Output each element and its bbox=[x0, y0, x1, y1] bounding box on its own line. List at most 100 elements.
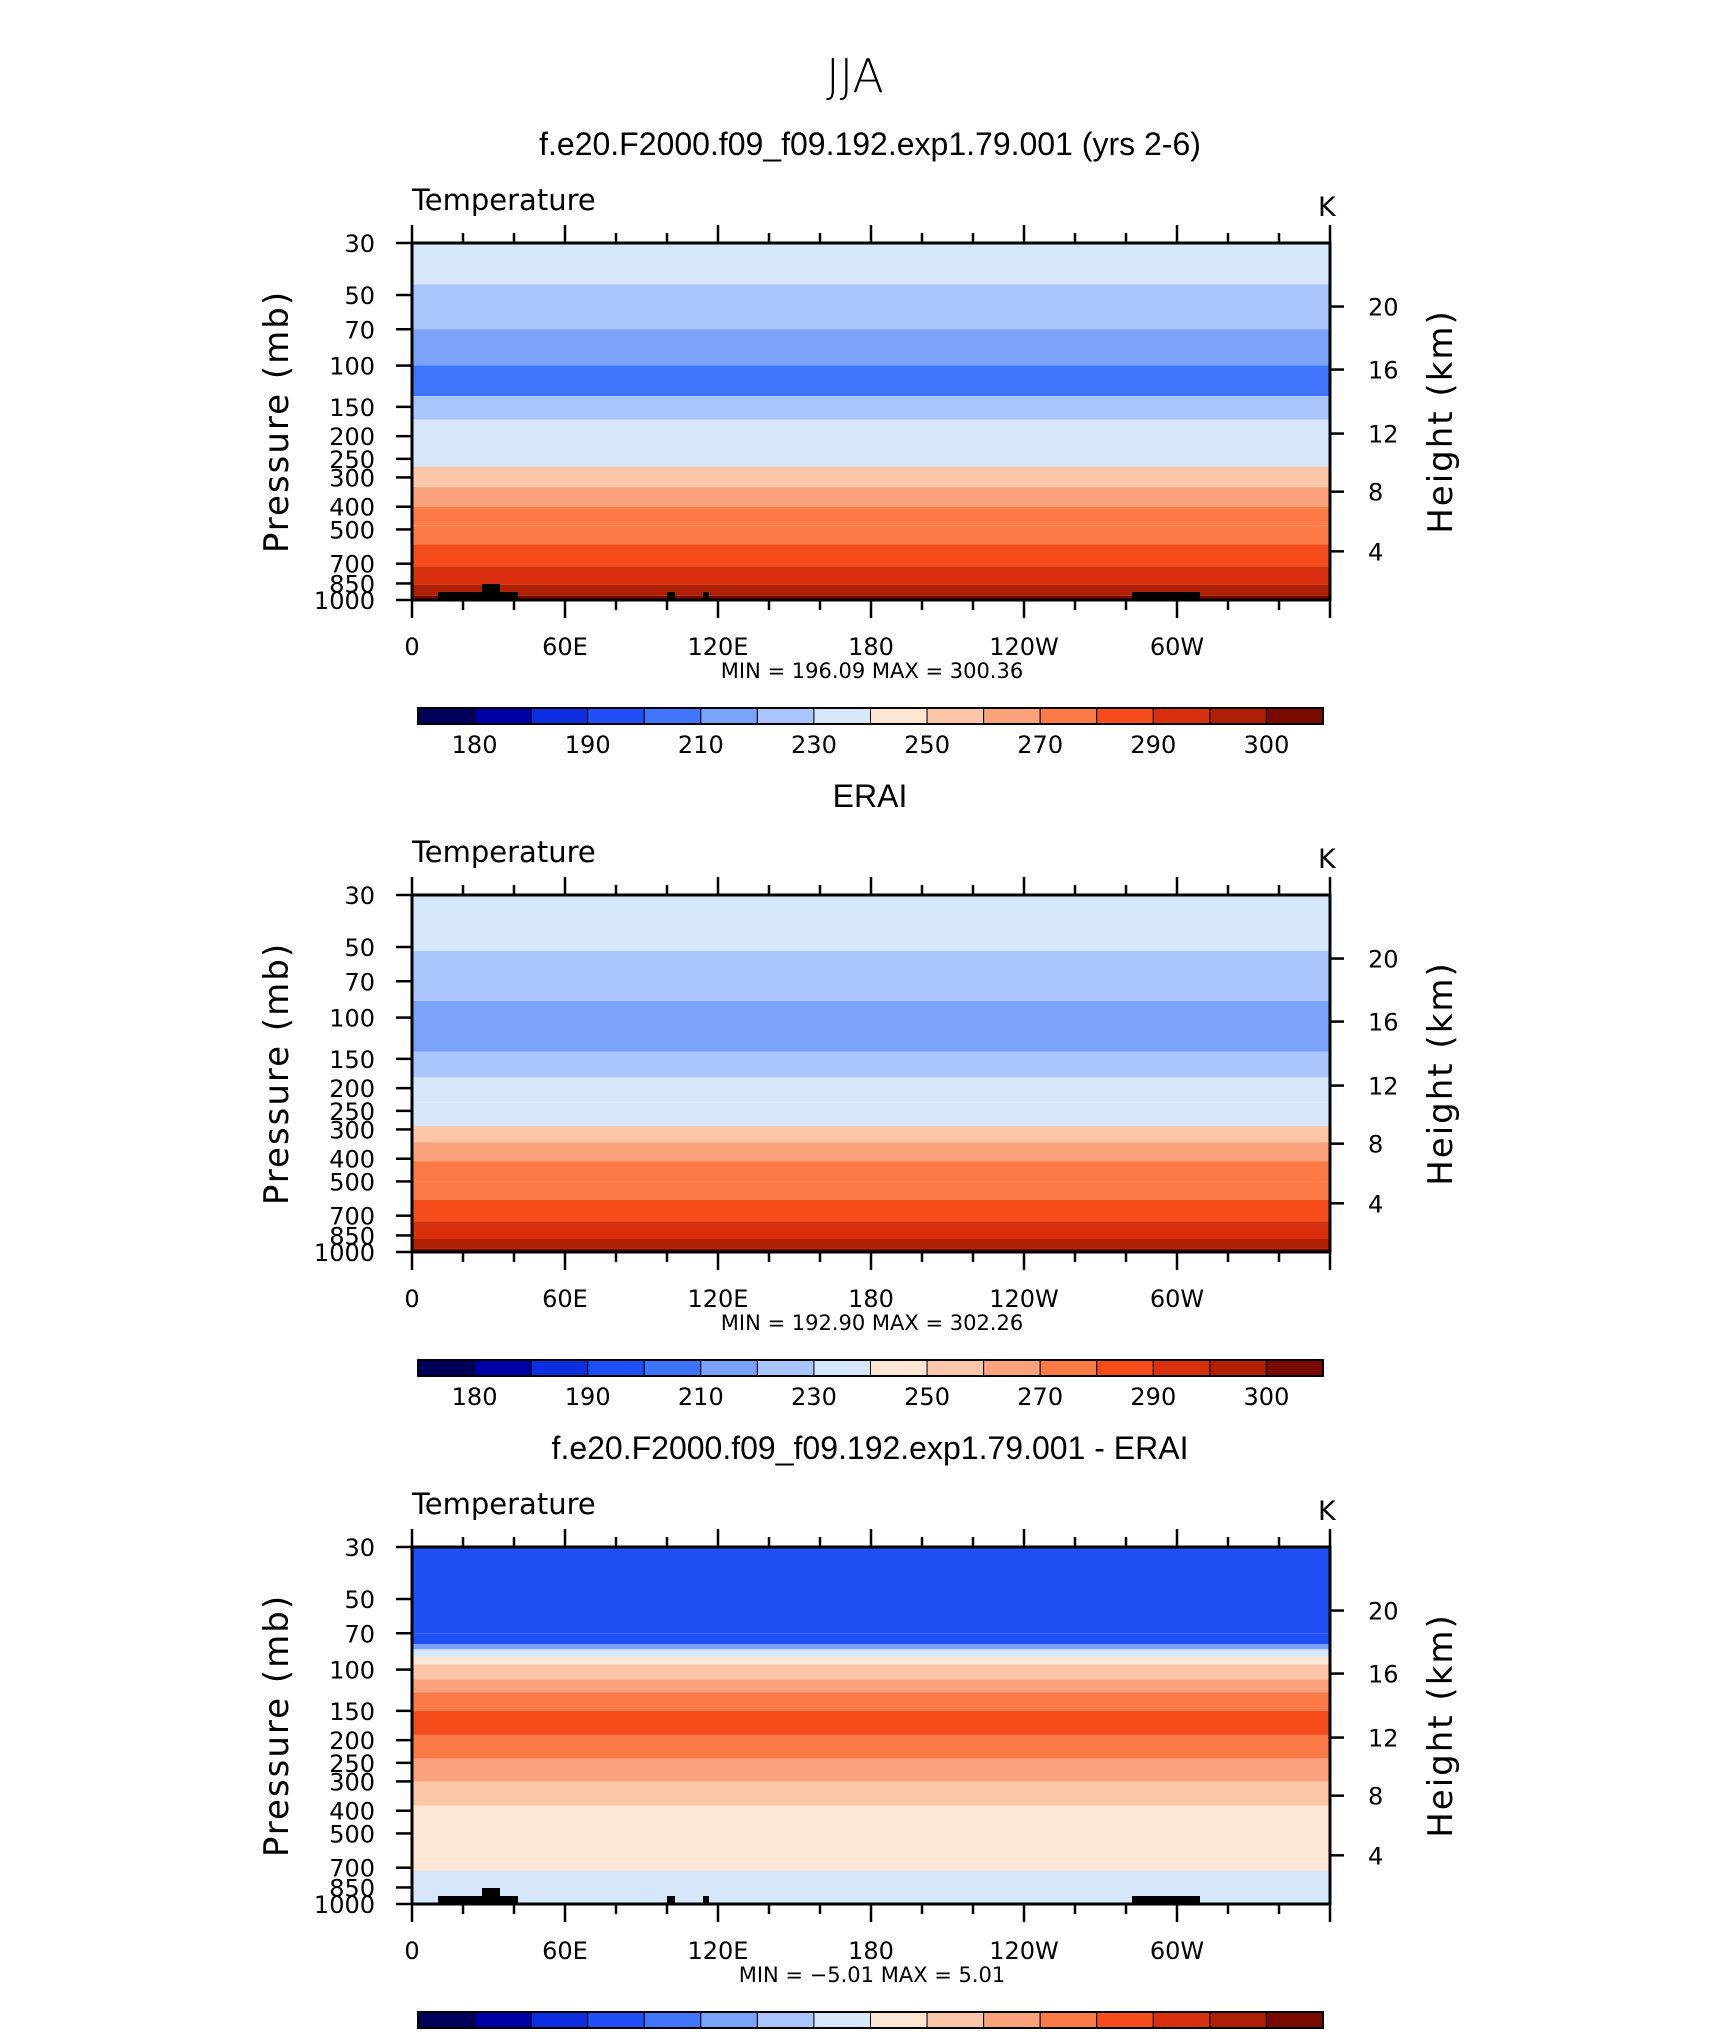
colorbar-swatch bbox=[587, 2011, 645, 2029]
figure-title: JJA bbox=[826, 49, 884, 103]
x-tick-label: 180 bbox=[848, 633, 894, 661]
contour-band bbox=[412, 1805, 1330, 1861]
terrain-mask bbox=[703, 1896, 709, 1904]
contour-band bbox=[412, 595, 1330, 600]
y-tick-label: 400 bbox=[329, 494, 375, 522]
colorbar-swatch bbox=[1209, 707, 1267, 725]
panel-title: ERAI bbox=[833, 778, 908, 814]
contour-band bbox=[412, 1181, 1330, 1200]
x-tick-label: 60E bbox=[542, 1937, 588, 1965]
y-tick-label: 50 bbox=[344, 934, 375, 962]
colorbar-swatch bbox=[417, 1359, 476, 1377]
contour-band bbox=[412, 1238, 1330, 1249]
y-tick-label: 100 bbox=[329, 1005, 375, 1033]
y-tick-label: 70 bbox=[344, 316, 375, 344]
y-axis-title-right: Height (km) bbox=[1421, 309, 1461, 534]
colorbar-label: −3 bbox=[683, 2035, 718, 2038]
y-tick-right-label: 4 bbox=[1368, 538, 1383, 566]
x-tick-label: 180 bbox=[848, 1285, 894, 1313]
contour-band bbox=[412, 895, 1330, 951]
terrain-mask bbox=[500, 592, 518, 600]
x-tick-label: 120E bbox=[688, 1285, 749, 1313]
colorbar-swatch bbox=[983, 707, 1041, 725]
x-tick-label: 0 bbox=[404, 1285, 419, 1313]
colorbar-label: 0 bbox=[863, 2035, 878, 2038]
contour-band bbox=[412, 1547, 1330, 1634]
contour-band bbox=[412, 566, 1330, 585]
contour-band bbox=[412, 1051, 1330, 1078]
colorbar-swatch bbox=[1209, 1359, 1267, 1377]
colorbar-swatch bbox=[417, 2011, 476, 2029]
y-tick-right-label: 4 bbox=[1368, 1190, 1383, 1218]
y-tick-label: 200 bbox=[329, 423, 375, 451]
colorbar-swatch bbox=[1152, 707, 1211, 725]
colorbar-swatch bbox=[700, 1359, 758, 1377]
y-tick-label: 30 bbox=[344, 1534, 375, 1562]
x-tick-label: 180 bbox=[848, 1937, 894, 1965]
colorbar-swatch bbox=[926, 2011, 985, 2029]
colorbar-frame bbox=[417, 707, 1324, 725]
y-tick-label: 250 bbox=[329, 446, 375, 474]
colorbar-swatch bbox=[813, 707, 871, 725]
colorbar-swatch bbox=[530, 2011, 589, 2029]
min-max-stats: MIN = 192.90 MAX = 302.26 bbox=[721, 1311, 1023, 1335]
y-tick-label: 850 bbox=[329, 1874, 375, 1902]
colorbar-label: 230 bbox=[791, 731, 837, 759]
colorbar-label: 300 bbox=[1244, 1383, 1290, 1411]
colorbar-label: −2 bbox=[740, 2035, 775, 2038]
y-tick-label: 150 bbox=[329, 1698, 375, 1726]
colorbar-swatch bbox=[983, 2011, 1041, 2029]
y-tick-label: 700 bbox=[329, 1855, 375, 1883]
colorbar-swatch bbox=[926, 707, 985, 725]
terrain-mask bbox=[667, 1896, 675, 1904]
contour-band bbox=[412, 1734, 1330, 1759]
contour-band bbox=[412, 243, 1330, 285]
panel-title: f.e20.F2000.f09_f09.192.exp1.79.001 (yrs… bbox=[539, 126, 1201, 162]
colorbar-swatch bbox=[474, 1359, 532, 1377]
y-tick-label: 50 bbox=[344, 1586, 375, 1614]
colorbar-label: 5 bbox=[1146, 2035, 1161, 2038]
colorbar-swatch bbox=[756, 1359, 815, 1377]
x-tick-label: 120W bbox=[989, 633, 1059, 661]
x-tick-label: 60E bbox=[542, 1285, 588, 1313]
y-tick-right-label: 8 bbox=[1368, 1131, 1383, 1159]
terrain-mask bbox=[500, 1896, 518, 1904]
colorbar-swatch bbox=[643, 1359, 702, 1377]
x-tick-label: 0 bbox=[404, 633, 419, 661]
y-tick-label: 300 bbox=[329, 1116, 375, 1144]
y-tick-label: 200 bbox=[329, 1727, 375, 1755]
contour-band bbox=[412, 544, 1330, 567]
y-tick-label: 500 bbox=[329, 1168, 375, 1196]
colorbar-label: 180 bbox=[452, 731, 498, 759]
terrain-mask bbox=[482, 584, 500, 600]
colorbar-swatch bbox=[870, 2011, 928, 2029]
colorbar-swatch bbox=[1265, 707, 1324, 725]
y-tick-label: 250 bbox=[329, 1750, 375, 1778]
contour-band bbox=[412, 1664, 1330, 1680]
colorbar-swatch bbox=[474, 707, 532, 725]
variable-label: Temperature bbox=[411, 1487, 596, 1521]
contour-band bbox=[412, 1142, 1330, 1162]
contour-band bbox=[412, 1692, 1330, 1711]
terrain-mask bbox=[703, 592, 709, 600]
contour-band bbox=[412, 1679, 1330, 1693]
contour-band bbox=[412, 525, 1330, 545]
y-tick-label: 400 bbox=[329, 1798, 375, 1826]
y-tick-label: 150 bbox=[329, 1046, 375, 1074]
contour-band bbox=[412, 1199, 1330, 1222]
colorbar-swatch bbox=[1039, 1359, 1098, 1377]
contour-band bbox=[412, 1248, 1330, 1252]
contour-band bbox=[412, 284, 1330, 330]
variable-label: Temperature bbox=[411, 183, 596, 217]
colorbar-label: 270 bbox=[1017, 731, 1063, 759]
y-tick-right-label: 16 bbox=[1368, 357, 1399, 385]
x-tick-label: 120E bbox=[688, 633, 749, 661]
y-tick-label: 700 bbox=[329, 1203, 375, 1231]
contour-band bbox=[412, 506, 1330, 526]
colorbar-swatch bbox=[474, 2011, 532, 2029]
colorbar-swatch bbox=[926, 1359, 985, 1377]
units-label: K bbox=[1318, 1496, 1337, 1527]
colorbar-swatch bbox=[1152, 1359, 1211, 1377]
colorbar-swatch bbox=[870, 1359, 928, 1377]
